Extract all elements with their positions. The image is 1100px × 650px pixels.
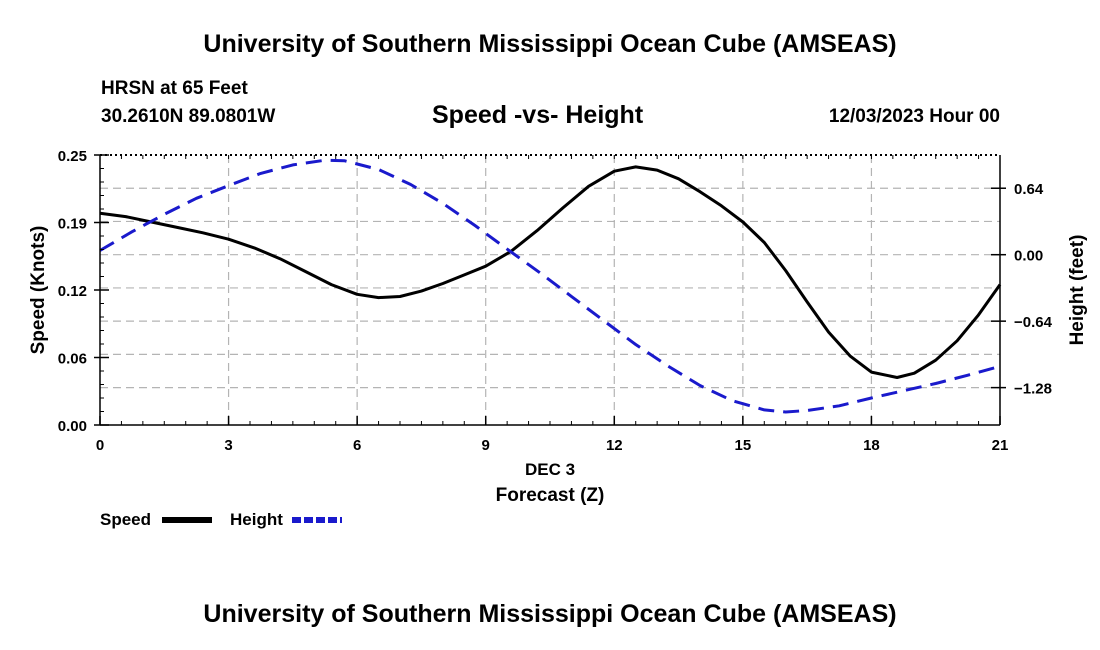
y2-tick-label: −1.28 [1014, 381, 1052, 398]
x-tick-label: 9 [482, 437, 490, 454]
y2-tick-label: −0.64 [1014, 314, 1053, 331]
legend-label-height: Height [230, 510, 283, 529]
y-tick-label: 0.06 [58, 351, 87, 368]
y2-axis-title: Height (feet) [1067, 235, 1088, 346]
x-tick-label: 6 [353, 437, 361, 454]
y-axis-title: Speed (Knots) [28, 226, 49, 355]
speed-series-line [99, 165, 1002, 379]
y-tick-label: 0.25 [58, 148, 87, 165]
station-label: HRSN at 65 Feet [101, 78, 248, 99]
y2-tick-label: 0.00 [1014, 248, 1043, 265]
x-tick-label: 12 [606, 437, 623, 454]
coordinates-label: 30.2610N 89.0801W [101, 106, 276, 127]
y-tick-label: 0.19 [58, 216, 87, 233]
x-tick-label: 21 [992, 437, 1009, 454]
legend-label-speed: Speed [100, 510, 151, 529]
chart-title: University of Southern Mississippi Ocean… [203, 30, 897, 58]
x-tick-label: 0 [96, 437, 104, 454]
y-tick-label: 0.12 [58, 283, 87, 300]
y2-tick-label: 0.64 [1014, 181, 1044, 198]
x-tick-label: 18 [863, 437, 880, 454]
x-tick-label: 15 [735, 437, 752, 454]
x-axis-title: Forecast (Z) [496, 485, 605, 506]
x-tick-label: 3 [224, 437, 232, 454]
height-series-line [99, 158, 1001, 414]
footer-title: University of Southern Mississippi Ocean… [203, 600, 897, 628]
chart-subtitle: Speed -vs- Height [432, 101, 644, 129]
y-tick-label: 0.00 [58, 418, 87, 435]
forecast-datetime: 12/03/2023 Hour 00 [828, 106, 1000, 127]
x-axis-date-label: DEC 3 [525, 460, 575, 479]
